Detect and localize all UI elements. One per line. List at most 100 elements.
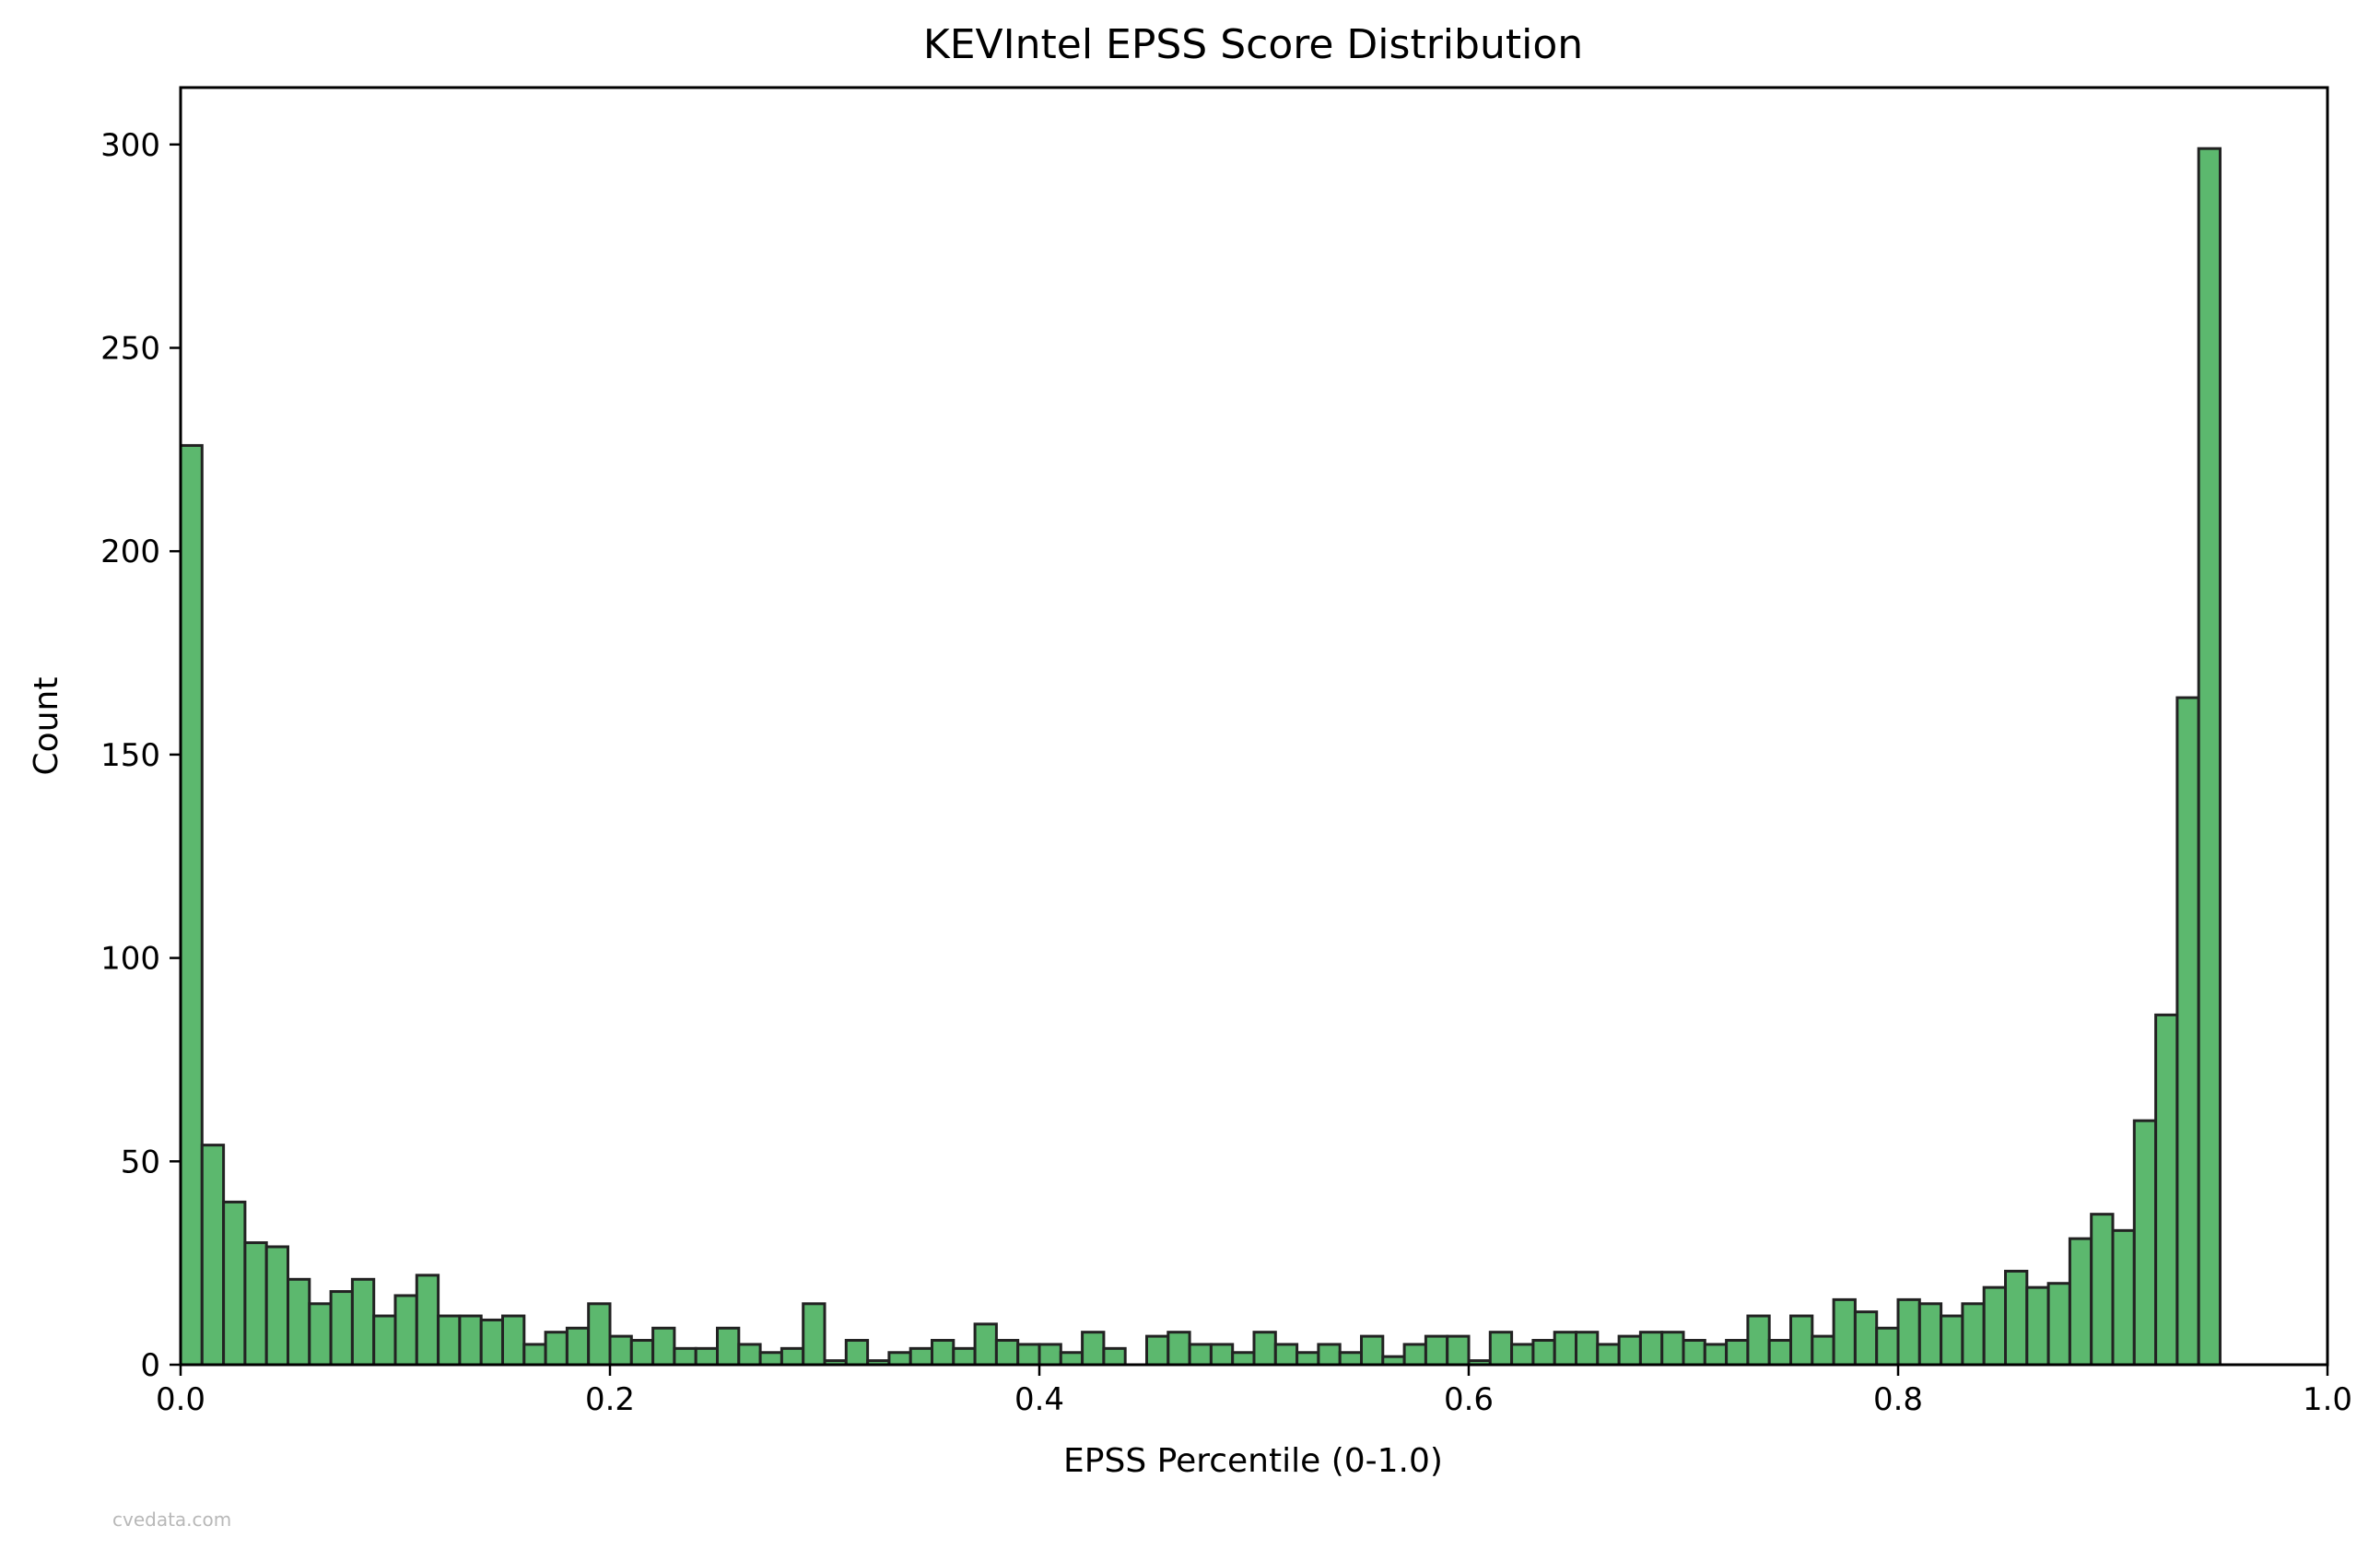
histogram-bar [565,1326,591,1367]
x-tick-label: 0.4 [1014,1381,1064,1418]
histogram-bar [1402,1343,1427,1367]
histogram-bar [1188,1343,1213,1367]
histogram-bar [1940,1314,1964,1367]
histogram-bar [673,1346,698,1367]
histogram-bar [1038,1343,1062,1367]
histogram-bar [887,1351,912,1367]
histogram-bar [1488,1331,1514,1367]
x-tick-label: 1.0 [2303,1381,2352,1418]
histogram-bar [522,1343,547,1367]
y-tick-label: 50 [121,1144,160,1180]
histogram-bar [1982,1285,2007,1367]
histogram-bar [2197,147,2222,1367]
histogram-bar [1446,1334,1471,1367]
histogram-bar [437,1314,462,1367]
histogram-bar [2090,1213,2115,1367]
histogram-bar [1145,1334,1170,1367]
y-tick-label: 200 [100,534,160,570]
histogram-bar [200,1144,226,1367]
histogram-bar [780,1346,805,1367]
histogram-bar [952,1346,977,1367]
histogram-bar [973,1322,998,1367]
x-tick-label: 0.2 [585,1381,635,1418]
histogram-bar [1360,1334,1385,1367]
histogram-bar [1961,1302,1986,1367]
histogram-bar [1767,1339,1792,1367]
histogram-bar [1703,1343,1729,1367]
histogram-bar [287,1277,311,1367]
chart-title: KEVIntel EPSS Score Distribution [923,21,1583,68]
histogram-bar [179,443,204,1367]
histogram-bar [308,1302,333,1367]
plot-frame [179,86,2329,1367]
histogram-bar [2025,1285,2050,1367]
histogram-bar [629,1339,655,1367]
histogram-bar [802,1302,827,1367]
histogram-bar [737,1343,762,1367]
histogram-bar [2175,696,2200,1367]
y-tick-label: 250 [100,330,160,367]
histogram-bar [1853,1310,1879,1367]
histogram-bar [1531,1339,1556,1367]
y-tick-label: 150 [100,737,160,774]
histogram-bar [716,1326,741,1367]
histogram-bar [1875,1326,1900,1367]
histogram-bar [2068,1237,2093,1367]
histogram-bar [931,1339,956,1367]
histogram-bar [2111,1228,2136,1367]
histogram-bar [909,1346,934,1367]
bars [179,147,2222,1367]
histogram-bar [1638,1331,1664,1367]
x-tick-label: 0.6 [1444,1381,1494,1418]
y-axis-label: Count [28,677,65,776]
histogram-bar [350,1277,376,1367]
x-axis-label: EPSS Percentile (0-1.0) [1063,1442,1443,1480]
histogram-bar [458,1314,483,1367]
histogram-bar [1338,1351,1363,1367]
histogram-bar [1896,1297,1921,1367]
y-axis: 0 50 100 150 200 250 300 [100,127,181,1384]
histogram-bar [1553,1331,1577,1367]
histogram-bar [608,1334,633,1367]
histogram-bar [1789,1314,1814,1367]
watermark: cvedata.com [112,1508,232,1531]
histogram-bar [2046,1282,2071,1367]
histogram-bar [243,1241,268,1367]
histogram-bar [1660,1331,1685,1367]
y-tick-label: 0 [140,1347,160,1384]
histogram-bar [844,1339,870,1367]
histogram-bar [329,1290,354,1367]
histogram-bar [264,1245,290,1367]
histogram-bar [1510,1343,1535,1367]
histogram-bar [1424,1334,1449,1367]
histogram-bar [2004,1269,2029,1367]
histogram-bar [2154,1013,2179,1367]
histogram-bar [1682,1339,1706,1367]
histogram-bar [587,1302,612,1367]
histogram-bar [1102,1346,1127,1367]
histogram-bar [1832,1297,1857,1367]
histogram-bar [393,1294,418,1367]
y-tick-label: 100 [100,941,160,978]
x-tick-label: 0.8 [1873,1381,1923,1418]
histogram-bar [1596,1343,1621,1367]
histogram-bar [1746,1314,1771,1367]
histogram-bar [1296,1351,1320,1367]
histogram-bar [694,1346,720,1367]
histogram-bar [1273,1343,1299,1367]
histogram-bar [1252,1331,1277,1367]
histogram-bar [1059,1351,1084,1367]
x-axis: 0.0 0.2 0.4 0.6 0.8 1.0 [156,1365,2352,1418]
x-tick-label: 0.0 [156,1381,205,1418]
histogram-bar [479,1318,505,1367]
histogram-bar [994,1339,1020,1367]
histogram-bar [1617,1334,1642,1367]
histogram-bar [544,1331,569,1367]
histogram-bar [1081,1331,1106,1367]
histogram-bar [1016,1343,1041,1367]
histogram-bar [1811,1334,1835,1367]
histogram-bar [1317,1343,1342,1367]
histogram-bar [372,1314,397,1367]
histogram-bar [1167,1331,1191,1367]
